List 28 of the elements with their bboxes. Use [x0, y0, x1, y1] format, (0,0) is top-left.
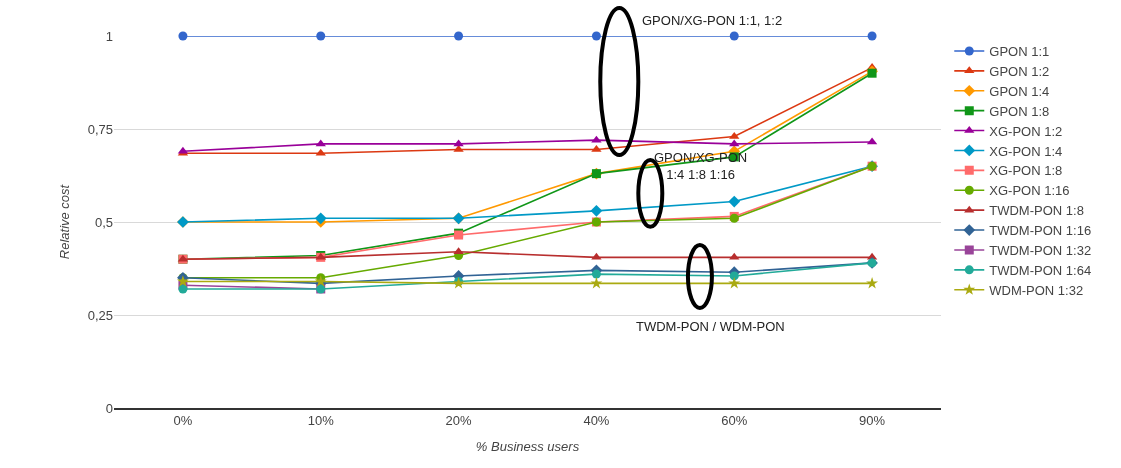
y-tick-label: 0,5 [94, 214, 113, 230]
legend-label: GPON 1:4 [989, 83, 1050, 99]
text: GPON/XG-PON 1:1, 1:2 [642, 13, 783, 28]
legend-label: GPON 1:2 [989, 63, 1050, 79]
annotation: TWDM-PON / WDM-PON [636, 319, 785, 334]
y-tick-label: 0 [105, 400, 113, 416]
legend-label: XG-PON 1:2 [989, 123, 1063, 139]
legend-label: TWDM-PON 1:64 [989, 262, 1092, 278]
legend-label: TWDM-PON 1:16 [989, 223, 1092, 239]
y-tick-label: 1 [105, 28, 113, 44]
x-tick-label: 40% [583, 413, 610, 429]
legend-label: TWDM-PON 1:8 [989, 203, 1084, 219]
legend-label: XG-PON 1:16 [989, 183, 1070, 199]
legend-label: XG-PON 1:4 [989, 143, 1063, 159]
legend-label: GPON 1:1 [989, 44, 1050, 60]
x-axis-title: % Business users [475, 439, 580, 455]
legend-label: WDM-PON 1:32 [989, 282, 1084, 298]
x-tick-label: 20% [445, 413, 473, 429]
y-axis-title: Relative cost [56, 183, 72, 260]
legend-label: GPON 1:8 [989, 103, 1050, 119]
x-tick-label: 90% [859, 413, 886, 429]
y-tick-label: 0,25 [87, 307, 113, 323]
x-tick-label: 0% [173, 413, 193, 429]
x-tick-label: 10% [307, 413, 335, 429]
y-tick-label: 0,75 [87, 121, 113, 137]
x-tick-label: 60% [721, 413, 748, 429]
legend-label: XG-PON 1:8 [989, 163, 1063, 179]
legend-label: TWDM-PON 1:32 [989, 243, 1092, 259]
